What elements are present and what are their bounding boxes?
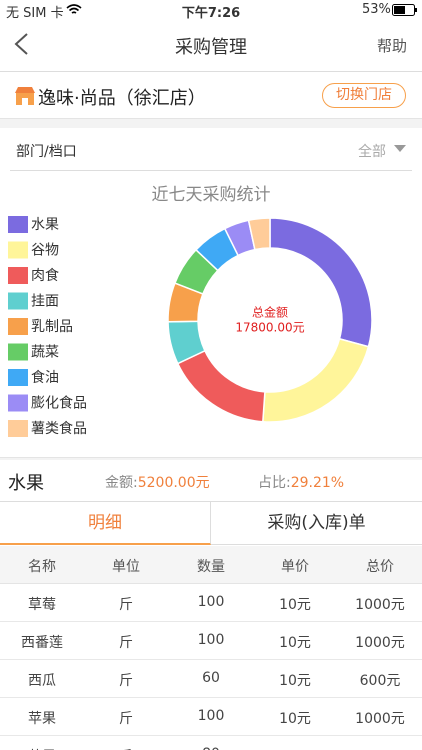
divider [10,170,412,171]
chart-title: 近七天采购统计 [152,185,271,205]
table-cell: 10元 [279,673,311,689]
table-cell: 苹果 [28,746,56,750]
table-row: 西番莲 斤 100 10元 1000元 [0,622,422,660]
nav-title: 采购管理 [175,37,247,58]
divider [0,71,422,72]
amount: 金额:5200.00元 [105,472,210,492]
filter-value[interactable]: 全部 [358,144,386,160]
table-cell: 1000元 [355,635,405,651]
center-label: 总金额 [252,305,288,320]
header-cell: 数量 [197,559,225,575]
amount-label: 金额: [105,475,138,491]
legend-label: 乳制品 [31,319,73,335]
ratio-label: 占比: [258,475,291,491]
header-cell: 单位 [112,559,140,575]
legend-swatch [8,267,28,284]
table-cell: 10元 [279,597,311,613]
legend-swatch [8,369,28,386]
help[interactable]: 帮助 [377,37,408,55]
table-row: 苹果 斤 100 10元 1000元 [0,698,422,736]
legend-swatch [8,420,28,437]
legend-label: 食油 [31,369,59,386]
header-cell: 总价 [366,559,394,575]
tab[interactable]: 采购(入库)单 [267,513,366,533]
dropdown-arrow [394,145,406,152]
battery-text: 53% [362,2,391,17]
table-cell: 斤 [119,746,133,750]
table: 名称 单位 数量 单价 总价 草莓斤 100 10元 1000元 西番莲斤 100 10元 1000元西… [0,546,422,750]
tab-active[interactable]: 明细 [0,502,211,545]
table-cell: 10元 [279,635,311,651]
legend-swatch [8,241,28,259]
gap [0,457,422,460]
table-cell: 1000元 [355,711,405,727]
legend-label: 谷物 [31,243,59,259]
table-cell: 600元 [359,673,401,689]
switch-store-button[interactable]: 切换门店 [322,83,406,108]
donut-slice [176,349,266,423]
donut-slice [247,217,271,251]
table-cell: 苹果 [28,711,56,727]
table-cell: 西番莲 [21,635,63,651]
table-cell: 西瓜 [28,673,56,689]
time: 下午7:26 [181,6,241,21]
legend-label: 薯类食品 [31,420,87,437]
table-cell: 80 [202,746,220,750]
center-value: 17800.00元 [235,321,304,335]
header-cell: 名称 [28,559,56,575]
table-cell: 斤 [119,711,133,727]
legend-swatch [8,216,28,233]
table-cell: 10元 [279,746,311,750]
donut-slice [262,337,370,423]
table-row: 草莓 斤 100 10元 1000元 [0,584,422,622]
store-icon [15,87,35,105]
table-cell: 100 [197,632,225,648]
table-cell: 1000元 [355,597,405,613]
gap [0,118,422,128]
table-cell: 10元 [279,711,311,727]
legend-label: 水果 [31,217,59,233]
amount-value: 5200.00元 [137,475,210,491]
filter-label: 部门/档口 [16,144,77,160]
table-cell: 100 [197,594,225,610]
table-cell: 斤 [119,597,133,613]
legend-label: 肉食 [31,267,59,284]
wifi-icon [66,4,82,14]
ratio-value: 29.21% [290,475,345,491]
table-cell: 斤 [119,673,133,689]
table-header: 名称 单位 数量 单价 总价 [0,546,422,584]
legend-swatch [8,343,28,361]
legend-label: 蔬菜 [31,345,59,361]
store-name: 逸味·尚品（徐汇店） [38,88,206,109]
table-row: 西瓜 斤 60 10元 600元 [0,660,422,698]
ratio: 占比:29.21% [258,472,344,492]
battery-icon [392,4,417,16]
carrier: 无 SIM 卡 [6,6,64,21]
back-button[interactable] [12,32,32,56]
table-cell: 60 [202,670,220,686]
summary-name: 水果 [8,473,44,494]
legend-swatch [8,292,28,310]
legend-label: 膨化食品 [31,395,87,412]
table-cell: 800元 [360,746,401,750]
table-cell: 草莓 [28,597,56,613]
table-row: 苹果 斤 80 10元 800元 [0,736,422,750]
legend-label: 挂面 [31,294,59,310]
legend-swatch [8,394,28,412]
header-cell: 单价 [281,559,309,575]
legend-swatch [8,318,28,335]
table-cell: 斤 [119,635,133,651]
table-cell: 100 [197,708,225,724]
chart: 近七天采购统计 总金额 17800.00元 水果谷物肉食挂面乳制品蔬菜食油膨化食… [8,185,373,437]
tab-bar [0,501,422,545]
